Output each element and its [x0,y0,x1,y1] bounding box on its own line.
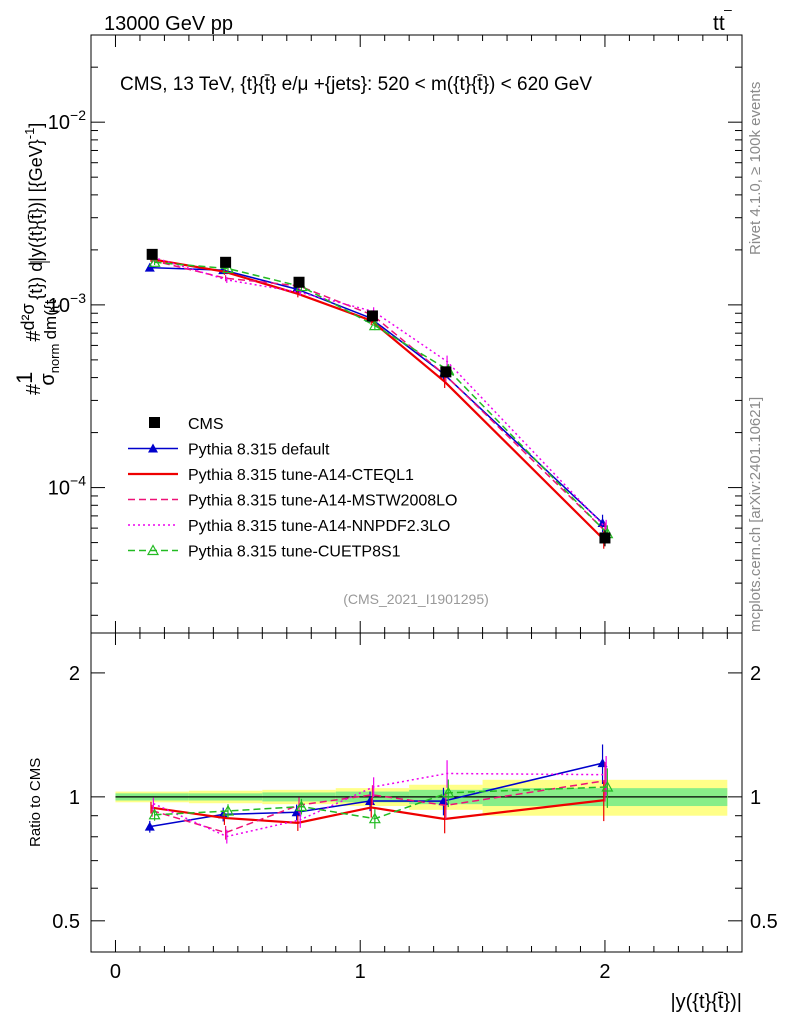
plot-title: CMS, 13 TeV, {t}{t̄} e/μ +{jets}: 520 < … [120,74,592,95]
ratio-series-line [153,772,607,838]
ratio-plot-frame [90,632,743,953]
ylabel-norm: norm [47,344,62,374]
ylabel-dm: dm({t [41,299,60,339]
ratio-y-tick-label-right: 2 [750,663,761,685]
legend-marker-cms [149,417,160,428]
ratio-series-line [150,799,604,824]
x-tick-label: 1 [355,961,366,983]
ratio-series-marker [148,808,161,820]
ratio-y-axis-label: Ratio to CMS [27,758,44,847]
rivet-version-label: Rivet 4.1.0, ≥ 100k events [747,82,764,255]
legend-label: Pythia 8.315 tune-CUETP8S1 [188,544,401,561]
ylabel-rest: {t}) d|y({t}{t̄})| [{GeV} [26,139,46,299]
main-series-line [149,266,604,524]
ylabel-hash1: # [23,383,45,395]
ratio-series-marker [368,812,381,824]
data-point [599,532,611,544]
legend-label: Pythia 8.315 default [188,442,330,459]
ratio-series-line [154,786,608,820]
axis-ticks [91,34,742,952]
ylabel-one: 1 [12,372,37,384]
legend-label: Pythia 8.315 tune-A14-CTEQL1 [188,467,414,484]
data-point [220,256,232,268]
ratio-y-tick-label-right: 0.5 [750,911,778,933]
ylabel-exp: -1 [22,128,37,140]
process-label-bar: – [724,1,732,17]
ylabel-hash2: # [23,330,45,342]
process-label-text: tt [713,12,725,35]
main-series-marker [148,256,161,267]
ylabel-d2sigma: d²σ [18,303,38,330]
y-axis-label: #1σnorm#d²σ dm({t{t}) d|y({t}{t̄})| [{GeV… [12,123,62,395]
main-series-marker [144,262,155,272]
collider-label: 13000 GeV pp [104,13,233,35]
x-tick-label: 2 [599,961,610,983]
legend-label: Pythia 8.315 tune-A14-NNPDF2.3LO [188,518,450,535]
main-series-line [150,258,605,541]
data-point [366,310,378,322]
data-point [293,276,305,288]
ylabel-sigma: σ [37,373,59,386]
ratio-series-marker [601,780,614,792]
main-series-line [153,256,607,529]
ratio-y-tick-label-left: 1 [69,787,80,809]
process-label: tt – [713,1,732,35]
ratio-series-marker [221,804,235,816]
x-tick-label: 0 [110,961,121,983]
main-series [144,248,614,549]
main-y-tick-label: 10−3 [48,290,86,317]
ratio-y-tick-label-left: 2 [69,663,80,685]
ratio-series-line [151,779,606,834]
main-y-tick-label: 10−2 [48,107,86,134]
ratio-uncertainty-bands [115,779,728,816]
main-series-marker [368,319,381,331]
legend-label: CMS [188,416,224,433]
main-series-line [154,261,608,535]
main-series-line [152,259,606,532]
mcplots-label: mcplots.cern.ch [arXiv:2401.10621] [747,397,764,632]
ratio-y-tick-label-right: 1 [750,787,761,809]
data-point [146,248,158,260]
legend-marker [148,443,158,453]
legend-label: Pythia 8.315 tune-A14-MSTW2008LO [188,493,457,510]
ylabel-close: ] [26,123,46,128]
ratio-y-tick-label-left: 0.5 [52,911,80,933]
main-series-marker [221,262,235,274]
ratio-series-marker [144,821,155,831]
legend: CMS Pythia 8.315 default Pythia 8.315 tune… [128,416,457,561]
ratio-series-marker [291,807,302,817]
main-y-tick-label: 10−4 [48,473,86,500]
x-axis-label: |y({t}{t̄})| [670,991,742,1013]
axis-tick-labels: 0 1 2 10−2 10−3 10−4 2 2 1 1 0.5 0.5 [48,107,778,983]
ratio-series [144,744,614,844]
legend-marker [146,544,160,556]
data-point [440,366,452,378]
analysis-id: (CMS_2021_I1901295) [343,591,489,607]
ratio-series-marker [295,800,308,812]
ratio-series-marker [442,786,455,798]
